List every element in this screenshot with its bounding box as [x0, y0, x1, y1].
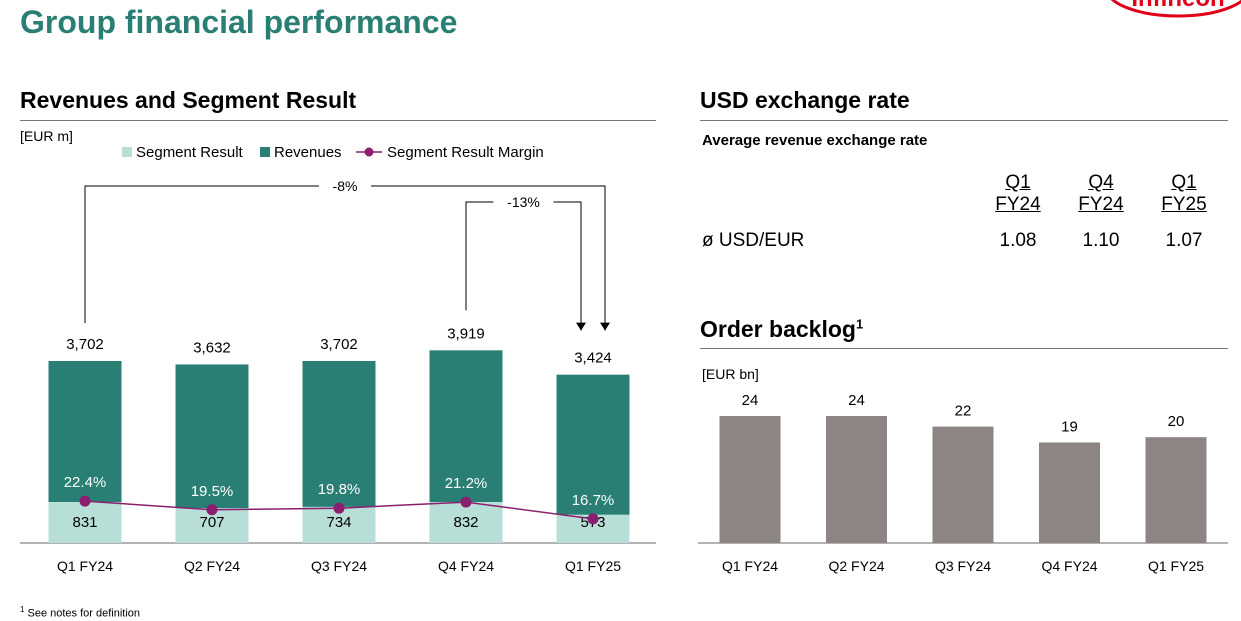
footnote-mark: 1: [20, 605, 25, 614]
segment-result-value-label: 707: [199, 514, 224, 531]
x-tick-label: Q1 FY25: [1148, 558, 1204, 574]
revenue-value-label: 3,919: [447, 325, 485, 342]
backlog-value-label: 24: [742, 392, 759, 409]
growth-bracket: [465, 201, 494, 311]
backlog-bar: [1145, 437, 1207, 543]
fx-subtitle: Average revenue exchange rate: [702, 132, 928, 149]
margin-value-label: 19.8%: [318, 481, 361, 498]
fx-value: 1.08: [999, 230, 1037, 251]
arrow-head: [576, 322, 586, 331]
segment-result-value-label: 734: [326, 514, 351, 531]
x-tick-label: Q3 FY24: [935, 558, 991, 574]
segment-result-bar: [48, 502, 122, 543]
x-tick-label: Q1 FY25: [565, 558, 621, 574]
backlog-unit-label: [EUR bn]: [702, 366, 759, 382]
page-title: Group financial performance: [20, 4, 458, 40]
revenue-bar: [556, 374, 630, 515]
margin-point: [206, 504, 218, 516]
fx-column-header: Q4 FY24: [1066, 172, 1136, 216]
fx-col1-line2: FY24: [995, 194, 1041, 215]
x-tick-label: Q2 FY24: [828, 558, 884, 574]
revenue-bar: [48, 361, 122, 503]
fx-col2-line2: FY24: [1078, 194, 1124, 215]
logo-text: Infineon: [1131, 0, 1224, 12]
growth-annotations: -8% -13%: [84, 178, 610, 331]
margin-point: [460, 496, 472, 508]
fx-title-rule: [700, 120, 1228, 121]
revenue-chart: Segment Result Revenues Segment Result Mar…: [20, 144, 656, 574]
growth-label: -8%: [333, 178, 358, 194]
x-tick-label: Q3 FY24: [311, 558, 367, 574]
backlog-bars: 24 Q1 FY24 24 Q2 FY24 22 Q3 FY24 19 Q4 FY24 20 Q1…: [698, 392, 1228, 574]
margin-point: [79, 495, 91, 507]
margin-point: [587, 513, 599, 525]
fx-value: 1.07: [1165, 230, 1203, 251]
legend-marker-margin: [364, 147, 374, 157]
fx-col3-line2: FY25: [1161, 194, 1207, 215]
margin-point: [333, 502, 345, 514]
legend-label-margin: Segment Result Margin: [387, 144, 544, 161]
revenue-value-label: 3,702: [66, 336, 104, 353]
revenue-title-rule: [20, 120, 656, 121]
backlog-value-label: 19: [1061, 418, 1078, 435]
fx-row-label: ø USD/EUR: [702, 230, 805, 251]
backlog-value-label: 20: [1168, 413, 1185, 430]
revenue-bar: [302, 361, 376, 507]
revenue-value-label: 3,632: [193, 339, 231, 356]
x-tick-label: Q4 FY24: [438, 558, 494, 574]
growth-label: -13%: [507, 194, 540, 210]
growth-bracket: [371, 185, 606, 331]
x-tick-label: Q1 FY24: [722, 558, 778, 574]
fx-col3-line1: Q1: [1171, 172, 1197, 193]
segment-result-bar: [429, 502, 503, 543]
fx-col1-line1: Q1: [1005, 172, 1031, 193]
margin-value-label: 16.7%: [572, 492, 615, 509]
legend-label-segment-result: Segment Result: [136, 144, 244, 161]
arrow-head: [600, 322, 610, 331]
legend-label-revenues: Revenues: [274, 144, 342, 161]
fx-value: 1.10: [1082, 230, 1120, 251]
backlog-value-label: 24: [848, 392, 865, 409]
backlog-chart: 24 Q1 FY24 24 Q2 FY24 22 Q3 FY24 19 Q4 FY24 20 Q1…: [698, 392, 1228, 574]
backlog-value-label: 22: [955, 403, 972, 420]
revenue-section-title: Revenues and Segment Result: [20, 87, 357, 113]
backlog-bar: [1039, 442, 1100, 543]
segment-result-value-label: 831: [72, 514, 97, 531]
fx-column-header: Q1 FY25: [1149, 172, 1219, 216]
backlog-section-title: Order backlog1: [700, 316, 863, 343]
margin-value-label: 22.4%: [64, 474, 107, 491]
footnote: 1 See notes for definition: [20, 605, 140, 620]
segment-result-value-label: 832: [453, 514, 478, 531]
fx-column-header: Q1 FY24: [983, 172, 1053, 216]
revenue-bar: [175, 364, 249, 509]
x-tick-label: Q1 FY24: [57, 558, 113, 574]
fx-section-title: USD exchange rate: [700, 87, 910, 113]
backlog-bar: [932, 426, 994, 543]
margin-value-label: 19.5%: [191, 483, 234, 500]
x-tick-label: Q4 FY24: [1041, 558, 1097, 574]
infineon-logo: Infineon: [1110, 0, 1241, 18]
revenue-value-label: 3,702: [320, 336, 358, 353]
backlog-footnote-mark: 1: [855, 316, 864, 332]
legend-swatch-revenues: [260, 147, 270, 157]
fx-col2-line1: Q4: [1088, 172, 1114, 193]
revenue-legend: Segment Result Revenues Segment Result Mar…: [122, 144, 544, 161]
legend-swatch-segment-result: [122, 147, 132, 157]
footnote-text: See notes for definition: [27, 607, 141, 620]
backlog-title-text: Order backlog: [700, 316, 856, 342]
revenue-bars: 3,702 831 Q1 FY24 3,632 707 Q2 FY24 3,702 734 Q3…: [20, 325, 656, 574]
revenue-bar: [429, 350, 503, 503]
growth-bracket: [84, 185, 319, 323]
revenue-unit-label: [EUR m]: [20, 128, 73, 144]
backlog-bar: [719, 416, 781, 543]
backlog-bar: [826, 416, 887, 543]
revenue-value-label: 3,424: [574, 350, 612, 367]
growth-bracket: [553, 201, 582, 331]
backlog-title-rule: [700, 348, 1228, 349]
x-tick-label: Q2 FY24: [184, 558, 240, 574]
margin-value-label: 21.2%: [445, 475, 488, 492]
